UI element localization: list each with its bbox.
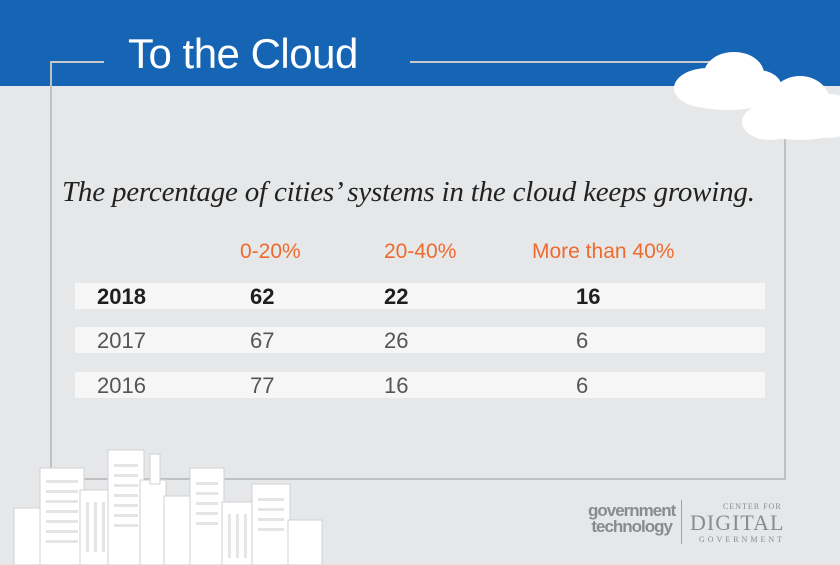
row-year-label: 2017 bbox=[97, 328, 146, 353]
row-year-label: 2016 bbox=[97, 373, 146, 398]
table-cell: 26 bbox=[384, 328, 409, 353]
center-for-digital-government-logo-bottom: GOVERNMENT bbox=[699, 535, 785, 544]
table-cell: 77 bbox=[250, 373, 275, 398]
frame-border-top-right bbox=[410, 61, 710, 63]
frame-border-bottom bbox=[50, 478, 786, 480]
table-cell: 67 bbox=[250, 328, 275, 353]
table-cell: 22 bbox=[384, 284, 409, 309]
frame-border-left bbox=[50, 61, 52, 479]
table-cell: 6 bbox=[576, 373, 589, 398]
frame-border-right bbox=[784, 100, 786, 480]
center-for-digital-government-logo-main: DIGITAL bbox=[690, 510, 785, 535]
table-row-band bbox=[75, 283, 765, 309]
chart-subtitle: The percentage of cities’ systems in the… bbox=[62, 176, 755, 208]
government-technology-logo: government technology bbox=[588, 501, 676, 536]
cloud-icon bbox=[742, 76, 840, 140]
column-header-20-40: 20-40% bbox=[384, 240, 457, 263]
cloud-icon bbox=[674, 52, 782, 110]
table-cell: 6 bbox=[576, 328, 589, 353]
frame-border-top-left bbox=[50, 61, 104, 63]
table-cell: 16 bbox=[384, 373, 409, 398]
logo-text-line1: government bbox=[588, 501, 676, 520]
logo-divider bbox=[681, 500, 682, 544]
column-header-0-20: 0-20% bbox=[240, 240, 301, 263]
column-header-more-than-40: More than 40% bbox=[532, 240, 675, 263]
table-cell: 62 bbox=[250, 284, 275, 309]
table-cell: 16 bbox=[576, 284, 601, 309]
city-skyline-illustration bbox=[13, 449, 323, 565]
table-row-band bbox=[75, 372, 765, 398]
page-title: To the Cloud bbox=[128, 30, 358, 77]
logo-text-line2: technology bbox=[591, 517, 673, 536]
row-year-label: 2018 bbox=[97, 284, 146, 309]
center-for-digital-government-logo-top: CENTER FOR bbox=[723, 502, 782, 511]
table-row-band bbox=[75, 327, 765, 353]
